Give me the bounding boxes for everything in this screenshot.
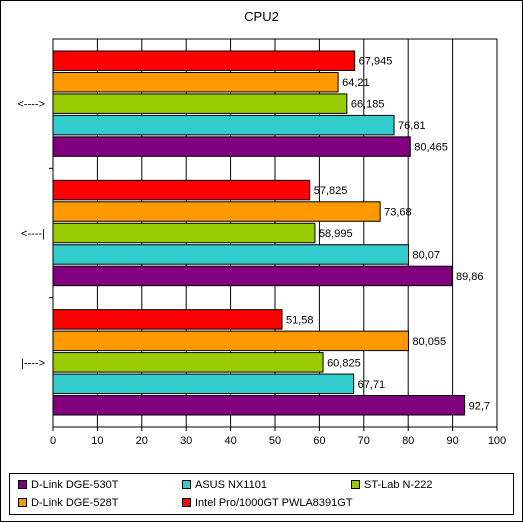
legend-label: ASUS NX1101 — [195, 479, 267, 491]
x-tick-label: 80 — [402, 435, 414, 447]
chart-title: CPU2 — [244, 9, 279, 24]
x-tick-label: 40 — [224, 435, 236, 447]
bar — [52, 244, 410, 265]
data-label: 80,465 — [414, 142, 448, 154]
x-tick-label: 50 — [269, 435, 281, 447]
bar — [52, 50, 356, 71]
x-tick-label: 10 — [91, 435, 103, 447]
data-label: 67,71 — [358, 379, 386, 391]
legend-item: D-Link DGE-530T — [18, 478, 118, 492]
x-tick-label: 30 — [180, 435, 192, 447]
bar — [52, 93, 348, 114]
bar — [52, 265, 453, 287]
category-label: <----| — [21, 228, 45, 240]
legend-swatch — [182, 497, 191, 507]
data-label: 60,825 — [327, 357, 361, 369]
legend-swatch — [18, 479, 27, 489]
bar-chart: <----> 80,465 76,81 66,185 64,21 67,945 <----|… — [18, 38, 506, 447]
bar — [52, 373, 355, 395]
data-label: 76,81 — [398, 120, 426, 132]
legend-swatch — [351, 479, 360, 489]
legend-label: Intel Pro/1000GT PWLA8391GT — [195, 497, 353, 509]
category-label: |----> — [21, 357, 45, 369]
bar — [52, 71, 339, 93]
data-label: 67,945 — [359, 56, 393, 68]
bar — [52, 309, 283, 330]
x-tick-label: 60 — [313, 435, 325, 447]
data-label: 89,86 — [456, 271, 484, 283]
data-label: 73,68 — [384, 207, 412, 219]
data-label: 92,7 — [469, 400, 490, 412]
x-tick-label: 0 — [50, 435, 56, 447]
bar — [52, 330, 409, 352]
category-label: <----> — [18, 99, 46, 111]
data-label: 58,995 — [319, 228, 353, 240]
data-label: 51,58 — [286, 314, 314, 326]
bar — [52, 114, 395, 136]
legend-item: D-Link DGE-528T — [18, 496, 118, 510]
bar — [52, 222, 316, 244]
x-tick-label: 20 — [136, 435, 148, 447]
data-label: 57,825 — [314, 185, 348, 197]
legend-swatch — [18, 497, 27, 507]
legend-label: D-Link DGE-528T — [31, 497, 119, 509]
legend-swatch — [182, 479, 191, 489]
x-tick-label: 70 — [358, 435, 370, 447]
bar — [52, 179, 311, 201]
bar — [52, 136, 411, 157]
bar — [52, 201, 381, 222]
data-label: 80,055 — [412, 336, 446, 348]
data-label: 66,185 — [351, 99, 385, 111]
legend-label: D-Link DGE-530T — [31, 479, 119, 491]
data-label: 80,07 — [413, 249, 441, 261]
bar — [52, 352, 324, 373]
legend: D-Link DGE-530T ASUS NX1101 ST-Lab N-222 D-… — [9, 473, 514, 515]
x-tick-label: 100 — [488, 435, 506, 447]
x-tick-label: 90 — [446, 435, 458, 447]
legend-item: ASUS NX1101 — [182, 478, 267, 492]
legend-item: ST-Lab N-222 — [351, 478, 432, 492]
data-label: 64,21 — [342, 77, 370, 89]
legend-item: Intel Pro/1000GT PWLA8391GT — [182, 496, 353, 510]
bar — [52, 395, 466, 416]
legend-label: ST-Lab N-222 — [364, 479, 433, 491]
